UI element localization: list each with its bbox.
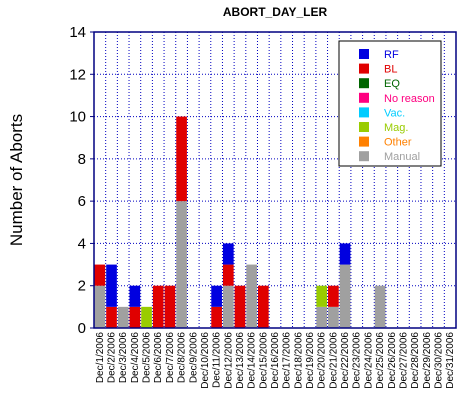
y-tick-label: 2: [78, 278, 86, 295]
x-tick-label: Dec/26/2006: [387, 332, 398, 389]
bar-segment-rf: [339, 243, 351, 265]
legend-label: Manual: [384, 151, 420, 163]
bars: [94, 116, 386, 328]
x-tick-label: Dec/5/2006: [142, 332, 153, 384]
bar-segment-bl: [129, 306, 141, 328]
x-tick-label: Dec/28/2006: [410, 332, 421, 389]
x-tick-label: Dec/16/2006: [270, 332, 281, 389]
legend-box: [338, 40, 442, 167]
x-tick-label: Dec/25/2006: [375, 332, 386, 389]
x-tick-label: Dec/21/2006: [328, 332, 339, 389]
bar-segment-manual: [222, 285, 234, 328]
bar-segment-bl: [106, 306, 117, 328]
legend-label: EQ: [384, 78, 400, 90]
legend-swatch: [359, 122, 369, 132]
bar-segment-manual: [374, 285, 386, 328]
y-tick-label: 8: [78, 151, 86, 168]
legend-swatch: [359, 63, 369, 74]
bar-segment-bl: [328, 285, 339, 307]
plot-border: [93, 31, 457, 329]
chart-title: ABORT_DAY_LER: [223, 5, 328, 19]
x-tick-label: Dec/2/2006: [107, 332, 118, 384]
bar-segment-manual: [328, 306, 339, 328]
bar-segment-bl: [94, 264, 106, 286]
x-tick-labels: Dec/1/2006 Dec/2/2006 Dec/3/2006 Dec/4/2006…: [95, 332, 456, 389]
legend-swatch: [359, 136, 369, 147]
legend: RF BL EQ No reason Vac. Mag. Other Manual: [338, 40, 442, 167]
legend-label: BL: [384, 64, 397, 76]
y-tick-label: 10: [69, 109, 86, 126]
bar-segment-bl: [211, 306, 222, 328]
legend-swatch: [359, 78, 369, 89]
y-tick-label: 14: [69, 24, 86, 41]
bar-segment-manual: [176, 201, 187, 328]
legend-swatch: [359, 151, 369, 162]
legend-label: RF: [384, 49, 399, 61]
x-tick-label: Dec/15/2006: [258, 332, 269, 389]
x-tick-label: Dec/20/2006: [317, 332, 328, 389]
bar-segment-bl: [176, 116, 187, 202]
x-tick-label: Dec/11/2006: [212, 332, 223, 388]
bar-segment-bl: [234, 285, 246, 328]
bar-segment-rf: [106, 264, 117, 307]
legend-label: Vac.: [384, 107, 405, 119]
bar-segment-mag-: [141, 306, 152, 328]
x-tick-label: Dec/8/2006: [177, 332, 188, 384]
x-tick-label: Dec/3/2006: [118, 332, 129, 384]
bar-segment-bl: [222, 264, 234, 286]
bar-segment-manual: [339, 264, 351, 328]
y-tick-label: 4: [78, 235, 86, 252]
bar-segment-manual: [316, 306, 328, 328]
y-tick-label: 6: [78, 193, 86, 210]
x-tick-label: Dec/14/2006: [247, 332, 258, 389]
y-tick-label: 0: [78, 320, 86, 337]
x-tick-label: Dec/23/2006: [352, 332, 363, 389]
x-tick-label: Dec/12/2006: [223, 332, 234, 389]
plot-frame: [93, 31, 457, 329]
x-tick-label: Dec/6/2006: [153, 332, 164, 384]
y-tick-labels: 0 2 4 6 8 10 12 14: [69, 24, 94, 337]
bar-segment-manual: [246, 264, 257, 328]
x-tick-label: Dec/27/2006: [398, 332, 409, 389]
x-tick-label: Dec/30/2006: [433, 332, 444, 389]
bar-segment-rf: [211, 285, 222, 307]
x-tick-label: Dec/9/2006: [188, 332, 199, 384]
legend-swatch: [359, 49, 369, 59]
x-tick-label: Dec/19/2006: [305, 332, 316, 389]
legend-label: Mag.: [384, 122, 408, 134]
x-tick-label: Dec/22/2006: [340, 332, 351, 389]
y-tick-label: 12: [69, 66, 86, 83]
bar-segment-mag-: [316, 285, 328, 307]
legend-label: No reason: [384, 93, 435, 105]
bar-segment-manual: [94, 285, 106, 328]
x-tick-label: Dec/24/2006: [363, 332, 374, 389]
x-tick-label: Dec/7/2006: [165, 332, 176, 384]
legend-swatch: [359, 107, 369, 118]
bar-segment-rf: [129, 285, 141, 307]
x-tick-label: Dec/17/2006: [282, 332, 293, 389]
y-axis-label: Number of Aborts: [7, 114, 26, 246]
x-tick-label: Dec/1/2006: [95, 332, 106, 384]
x-tick-label: Dec/31/2006: [445, 332, 456, 389]
legend-label: Other: [384, 137, 412, 149]
x-tick-label: Dec/13/2006: [235, 332, 246, 389]
bar-segment-bl: [164, 285, 176, 328]
bar-segment-bl: [257, 285, 269, 328]
bar-segment-manual: [117, 306, 129, 328]
bar-segment-rf: [222, 243, 234, 265]
x-tick-label: Dec/4/2006: [130, 332, 141, 384]
x-tick-label: Dec/10/2006: [200, 332, 211, 389]
grid: [94, 32, 456, 328]
legend-swatch: [359, 92, 369, 103]
bar-segment-bl: [152, 285, 164, 328]
x-tick-label: Dec/29/2006: [422, 332, 433, 389]
x-tick-label: Dec/18/2006: [293, 332, 304, 389]
